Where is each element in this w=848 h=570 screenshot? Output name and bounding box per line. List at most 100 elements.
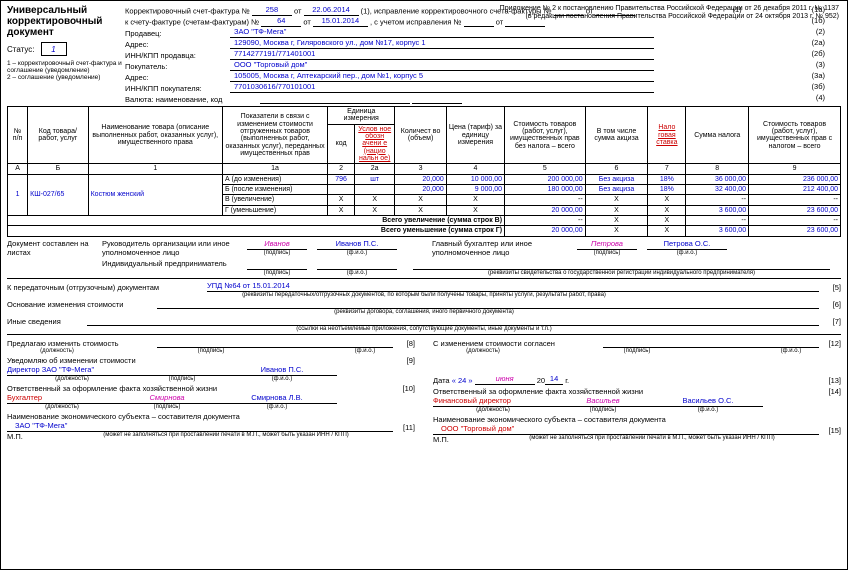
sf-no: 64 bbox=[261, 16, 301, 27]
n8: [8] bbox=[393, 339, 415, 348]
row-a-price: 10 000,00 bbox=[446, 174, 504, 184]
colnum-b: Б bbox=[28, 164, 88, 174]
ksf-no: 258 bbox=[252, 5, 292, 16]
th-np: № п/п bbox=[8, 107, 28, 164]
row-v-x3: Х bbox=[395, 195, 447, 205]
row-b-total: 212 400,00 bbox=[749, 185, 841, 195]
n7: [7] bbox=[819, 317, 841, 326]
sf-label: к счету-фактуре (счетам-фактурам) № bbox=[125, 18, 259, 27]
colnum-6: 6 bbox=[585, 164, 648, 174]
colnum-7: 7 bbox=[648, 164, 686, 174]
ksf-label: Корректировочный счет-фактура № bbox=[125, 7, 250, 16]
right-resp-sig: Васильев bbox=[553, 396, 653, 407]
n13: [13] bbox=[819, 376, 841, 385]
n14: [14] bbox=[819, 387, 841, 396]
osnov-val bbox=[157, 298, 819, 309]
colnum-8: 8 bbox=[686, 164, 749, 174]
ksf-ot: от bbox=[294, 7, 301, 16]
colnum-2a: 2а bbox=[355, 164, 395, 174]
sig-fio3: (ф.и.о.) bbox=[312, 270, 402, 276]
left-f1: (ф.и.о.) bbox=[315, 348, 415, 354]
row-v-tax: -- bbox=[686, 195, 749, 205]
tot-dec-total: 23 600,00 bbox=[749, 226, 841, 236]
row-g-ind: Г (уменьшение) bbox=[222, 205, 327, 215]
inye-lab: Иные сведения bbox=[7, 317, 87, 326]
row-v-x2: Х bbox=[355, 195, 395, 205]
row-b-exc: Без акциза bbox=[585, 185, 648, 195]
ip-sig bbox=[247, 259, 307, 270]
tot-inc-x2: Х bbox=[648, 216, 686, 226]
left-d2: (должность) bbox=[7, 376, 137, 382]
row-g-x5: Х bbox=[585, 205, 648, 215]
sf-tail: , с учетом исправления № bbox=[370, 18, 462, 27]
colnum-1a: 1а bbox=[222, 164, 327, 174]
row-a-rate: 18% bbox=[648, 174, 686, 184]
n15: [15] bbox=[819, 426, 841, 435]
colnum-1: 1 bbox=[88, 164, 222, 174]
sig-fio2: (ф.и.о.) bbox=[642, 250, 732, 256]
buyer: ООО "Торговый дом" bbox=[230, 60, 654, 71]
n11: [11] bbox=[393, 423, 415, 432]
th-rate: Нало говая ставка bbox=[648, 107, 686, 164]
row-a-ucode: 796 bbox=[328, 174, 355, 184]
left-notify: Уведомляю об изменении стоимости bbox=[7, 356, 157, 365]
tot-dec-cost: 20 000,00 bbox=[505, 226, 586, 236]
osnov-lab: Основание изменения стоимости bbox=[7, 300, 157, 309]
seller-inn: 7714277191/771401001 bbox=[230, 49, 654, 60]
left-dir-sig bbox=[137, 365, 227, 376]
row-v-total: -- bbox=[749, 195, 841, 205]
right-resp-name: Васильев О.С. bbox=[653, 396, 763, 407]
totals-inc: Всего увеличение (сумма строк В) -- Х Х … bbox=[8, 216, 841, 226]
regulation-note: Приложение № 2 к постановлению Правитель… bbox=[500, 5, 839, 20]
title-3: документ bbox=[7, 27, 125, 38]
chief-acc-lab: Главный бухгалтер или иное уполномоченно… bbox=[432, 239, 572, 257]
row-g-x2: Х bbox=[355, 205, 395, 215]
row-b-price: 9 000,00 bbox=[446, 185, 504, 195]
left-d3: (должность) bbox=[7, 404, 117, 410]
doc-on-sheets: Документ составлен на листах bbox=[7, 239, 102, 276]
tot-inc-tax: -- bbox=[686, 216, 749, 226]
currency-name bbox=[260, 93, 410, 104]
right-date-m: июня bbox=[475, 374, 535, 385]
left-p1: (подпись) bbox=[107, 348, 315, 354]
tot-dec-x1: Х bbox=[585, 226, 648, 236]
head-org-lab: Руководитель организации или иное уполно… bbox=[102, 239, 242, 257]
sig-pod1: (подпись) bbox=[242, 250, 312, 256]
left-col: Предлагаю изменить стоимость [8] (должно… bbox=[7, 337, 415, 444]
status-label: Статус: bbox=[7, 45, 35, 54]
acc-sig: Петрова bbox=[577, 239, 637, 250]
r3: (3) bbox=[816, 60, 825, 69]
th-cost-no-tax: Стоимость товаров (работ, услуг), имущес… bbox=[505, 107, 586, 164]
buyer-lab: Покупатель: bbox=[125, 62, 230, 71]
colnum-3: 3 bbox=[395, 164, 447, 174]
left-resp-sig: Смирнова bbox=[117, 393, 217, 404]
row-v-x5: Х bbox=[585, 195, 648, 205]
th-price: Цена (тариф) за единицу измерения bbox=[446, 107, 504, 164]
right-d1: (должность) bbox=[433, 348, 533, 354]
seller-lab: Продавец: bbox=[125, 29, 230, 38]
ksf-date: 22.06.2014 bbox=[304, 5, 359, 16]
th-excise: В том числе сумма акциза bbox=[585, 107, 648, 164]
r3b: (3б) bbox=[812, 82, 825, 91]
seller: ЗАО "ТФ-Мега" bbox=[230, 27, 654, 38]
right-subj-note: (может не заполняться при проставлении п… bbox=[463, 435, 841, 444]
row-v-x1: Х bbox=[328, 195, 355, 205]
th-name: Наименование товара (описание выполненны… bbox=[88, 107, 222, 164]
n6: [6] bbox=[819, 300, 841, 309]
right-mp: М.П. bbox=[433, 435, 463, 444]
n9: [9] bbox=[393, 356, 415, 365]
left-f2: (ф.и.о.) bbox=[227, 376, 337, 382]
buyer-addr: 105005, Москва г, Аптекарский пер., дом … bbox=[230, 71, 654, 82]
buyer-inn: 7701030616/770101001 bbox=[230, 82, 654, 93]
tot-inc-x1: Х bbox=[585, 216, 648, 226]
right-p3: (подпись) bbox=[553, 407, 653, 413]
left-resp-lab: Ответственный за оформление факта хозяйс… bbox=[7, 384, 393, 393]
colnum-4: 4 bbox=[446, 164, 504, 174]
th-qty: Количест во (объем) bbox=[395, 107, 447, 164]
right-resp-lab: Ответственный за оформление факта хозяйс… bbox=[433, 387, 819, 396]
regnote-1: Приложение № 2 к постановлению Правитель… bbox=[500, 5, 839, 13]
left-resp-pos: Бухгалтер bbox=[7, 393, 117, 404]
left-subj-note: (может не заполняться при проставлении п… bbox=[37, 432, 415, 441]
buyer-addr-lab: Адрес: bbox=[125, 73, 230, 82]
status-note-2: 2 – соглашение (уведомление) bbox=[7, 74, 125, 81]
